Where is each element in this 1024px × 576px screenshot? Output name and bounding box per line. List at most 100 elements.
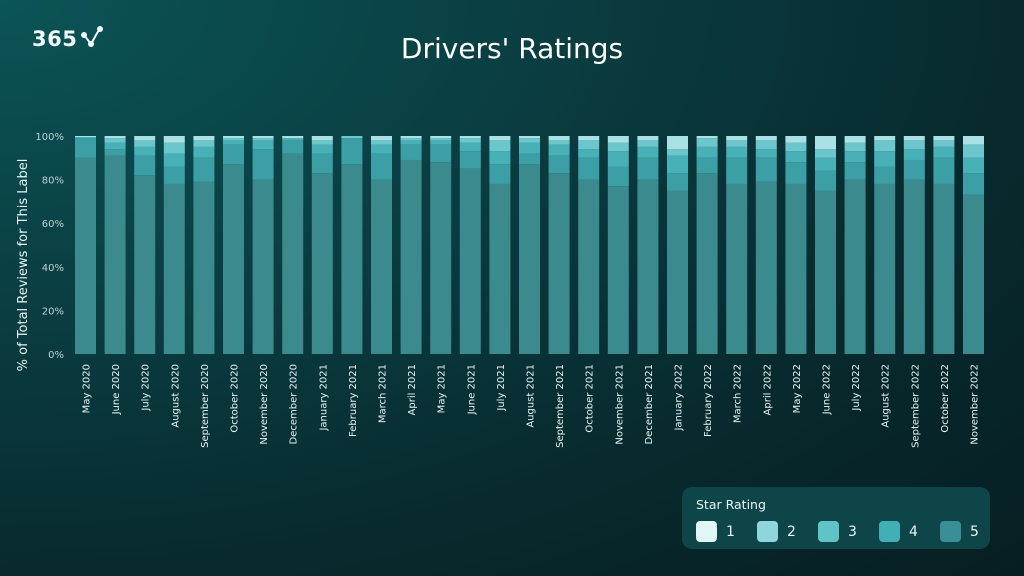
- bar-segment-rating-3: [607, 151, 629, 167]
- bar-segment-rating-3: [134, 146, 156, 156]
- bar-segment-rating-1: [667, 136, 688, 150]
- bar-segment-rating-5: [459, 168, 481, 354]
- bar-segment-rating-5: [75, 157, 96, 354]
- bar-segment-rating-3: [75, 137, 96, 139]
- bar-segment-rating-2: [519, 138, 540, 143]
- bar-segment-rating-5: [282, 153, 304, 354]
- bar-segment-rating-1: [785, 136, 807, 143]
- bar-segment-rating-3: [459, 142, 481, 152]
- bar-segment-rating-1: [726, 136, 748, 141]
- bar-segment-rating-3: [874, 151, 896, 167]
- bar-segment-rating-1: [903, 136, 925, 141]
- x-tick-label: October 2020: [230, 364, 241, 433]
- bar-segment-rating-4: [815, 170, 836, 191]
- bar-segment-rating-4: [193, 157, 215, 182]
- x-tick-label: June 2022: [822, 364, 833, 415]
- bar-segment-rating-1: [400, 136, 422, 139]
- bar-segment-rating-5: [755, 181, 777, 354]
- bar-segment-rating-5: [193, 181, 215, 354]
- bar-segment-rating-5: [667, 190, 688, 354]
- bar-segment-rating-3: [815, 157, 836, 171]
- x-tick-label: November 2022: [970, 364, 981, 445]
- bar-segment-rating-4: [252, 149, 274, 180]
- y-tick-label: 40%: [42, 263, 64, 274]
- legend-swatch: [879, 521, 900, 542]
- legend-swatch: [757, 521, 778, 542]
- bar-segment-rating-4: [489, 164, 511, 184]
- legend-item-rating-5: 5: [940, 521, 979, 542]
- bar-segment-rating-1: [933, 136, 955, 141]
- bar-segment-rating-2: [667, 149, 688, 156]
- bar-segment-rating-4: [282, 140, 304, 154]
- x-tick-label: August 2022: [881, 364, 892, 428]
- bar-segment-rating-2: [104, 138, 126, 143]
- y-tick-label: 60%: [42, 219, 64, 230]
- bar-segment-rating-2: [696, 138, 718, 147]
- bar-segment-rating-3: [844, 151, 866, 163]
- bar-segment-rating-3: [163, 153, 185, 167]
- bar-segment-rating-4: [341, 138, 363, 165]
- legend-title: Star Rating: [696, 497, 766, 512]
- legend: Star Rating 1 2 3 4 5: [682, 487, 990, 549]
- bar-segment-rating-3: [933, 146, 955, 158]
- bar-segment-rating-1: [489, 136, 511, 141]
- x-tick-label: January 2021: [318, 364, 329, 432]
- bar-segment-rating-2: [223, 138, 244, 141]
- bar-segment-rating-5: [104, 155, 126, 354]
- bar-segment-rating-3: [696, 146, 718, 158]
- x-tick-label: August 2020: [170, 364, 181, 428]
- bar-segment-rating-5: [726, 183, 748, 354]
- bar-segment-rating-4: [519, 153, 540, 165]
- bar-segment-rating-2: [311, 140, 333, 145]
- bar-segment-rating-4: [104, 149, 126, 156]
- legend-label: 3: [848, 523, 857, 540]
- bar-segment-rating-3: [519, 142, 540, 154]
- legend-label: 2: [787, 523, 796, 540]
- bar-segment-rating-1: [459, 136, 481, 139]
- bar-segment-rating-5: [489, 183, 511, 354]
- x-tick-label: July 2021: [496, 364, 507, 412]
- x-tick-label: April 2022: [762, 364, 773, 415]
- bar-segment-rating-2: [815, 149, 836, 158]
- x-tick-label: August 2021: [526, 364, 537, 428]
- bar-segment-rating-2: [371, 140, 392, 145]
- bar-segment-rating-5: [844, 179, 866, 354]
- bar-segment-rating-2: [489, 140, 511, 152]
- bar-segment-rating-2: [163, 142, 185, 154]
- bar-segment-rating-5: [163, 183, 185, 354]
- bar-segment-rating-4: [637, 157, 659, 180]
- bar-segment-rating-2: [844, 142, 866, 152]
- bar-segment-rating-5: [903, 179, 925, 354]
- bar-segment-rating-2: [400, 138, 422, 141]
- bar-segment-rating-3: [785, 151, 807, 163]
- bar-segment-rating-2: [341, 136, 363, 139]
- bar-segment-rating-1: [815, 136, 836, 150]
- bar-segment-rating-4: [548, 155, 570, 174]
- bar-segment-rating-2: [785, 142, 807, 152]
- x-tick-label: September 2020: [200, 364, 211, 448]
- bar-segment-rating-2: [430, 138, 452, 141]
- bar-segment-rating-4: [696, 157, 718, 174]
- bar-segment-rating-4: [311, 153, 333, 174]
- bar-segment-rating-2: [963, 144, 984, 158]
- bar-segment-rating-2: [548, 140, 570, 145]
- bar-segment-rating-1: [282, 136, 304, 139]
- x-tick-label: January 2022: [674, 364, 685, 432]
- bar-segment-rating-5: [696, 173, 718, 354]
- bar-segment-rating-3: [104, 142, 126, 150]
- bar-segment-rating-5: [341, 164, 363, 354]
- bar-segment-rating-3: [667, 155, 688, 174]
- x-tick-label: July 2022: [851, 364, 862, 412]
- bar-segment-rating-2: [134, 140, 156, 147]
- bar-segment-rating-1: [75, 136, 96, 138]
- bar-segment-rating-3: [371, 144, 392, 154]
- bar-segment-rating-5: [519, 164, 540, 354]
- y-axis-label: % of Total Reviews for This Label: [16, 159, 31, 372]
- legend-item-rating-2: 2: [757, 521, 796, 542]
- brand-logo: 365: [32, 26, 106, 52]
- bar-segment-rating-4: [578, 157, 600, 180]
- bar-segment-rating-3: [963, 157, 984, 174]
- legend-label: 5: [970, 523, 979, 540]
- legend-item-rating-3: 3: [818, 521, 857, 542]
- y-tick-label: 0%: [48, 350, 64, 361]
